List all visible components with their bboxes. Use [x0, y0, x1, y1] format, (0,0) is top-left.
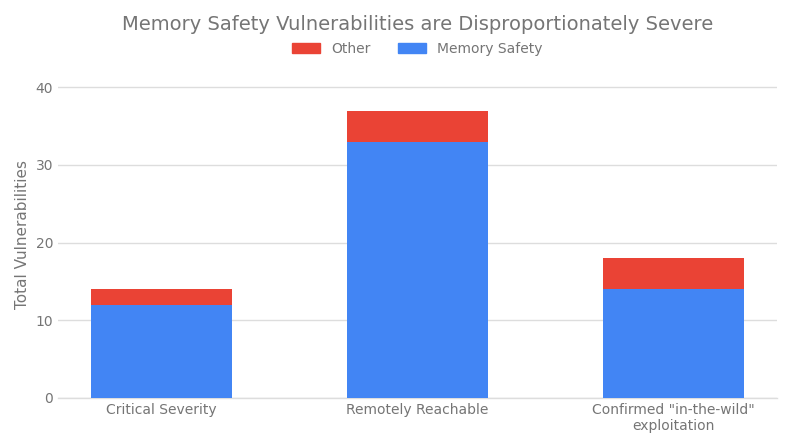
- Bar: [347, 111, 488, 142]
- Bar: [604, 258, 744, 289]
- Bar: [347, 142, 488, 398]
- Legend: Other, Memory Safety: Other, Memory Safety: [287, 36, 548, 61]
- Bar: [91, 305, 232, 398]
- Title: Memory Safety Vulnerabilities are Disproportionately Severe: Memory Safety Vulnerabilities are Dispro…: [122, 15, 713, 34]
- Bar: [604, 289, 744, 398]
- Y-axis label: Total Vulnerabilities: Total Vulnerabilities: [15, 160, 30, 309]
- Bar: [91, 289, 232, 305]
